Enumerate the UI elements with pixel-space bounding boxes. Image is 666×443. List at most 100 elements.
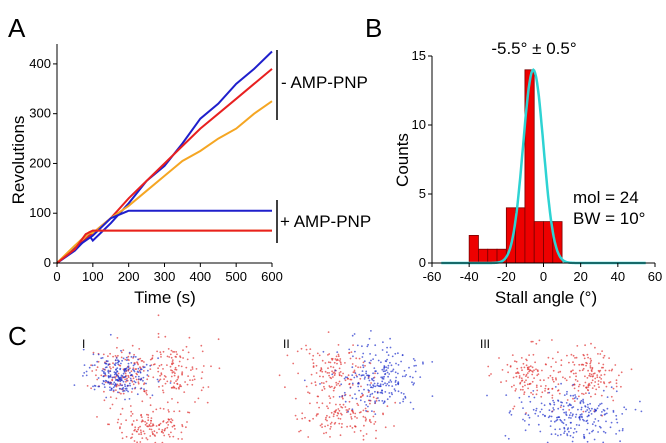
trajectory-point	[393, 425, 395, 427]
trajectory-point	[286, 354, 289, 357]
trajectory-point	[327, 354, 329, 356]
trajectory-point	[139, 425, 142, 428]
trajectory-point	[330, 411, 333, 414]
trajectory-point	[595, 388, 598, 391]
trajectory-point	[328, 395, 331, 397]
trajectory-point	[531, 380, 534, 383]
trajectory-point	[349, 425, 352, 427]
trajectory-point	[356, 417, 358, 419]
trajectory-point	[377, 385, 380, 387]
trajectory-point	[170, 431, 172, 434]
trajectory-point	[96, 416, 98, 418]
trajectory-point	[169, 382, 172, 384]
trajectory-point	[187, 411, 189, 414]
trajectory-point	[571, 440, 574, 443]
trajectory-point	[140, 387, 143, 390]
trajectory-point	[157, 370, 160, 373]
trajectory-point	[114, 355, 117, 357]
trajectory-point	[612, 399, 615, 402]
trajectory-point	[163, 375, 166, 377]
trajectory-point	[113, 381, 116, 384]
trajectory-point	[340, 375, 343, 377]
trajectory-point	[586, 377, 589, 379]
trajectory-point	[598, 376, 601, 379]
trajectory-point	[590, 381, 593, 384]
trajectory-point	[573, 428, 576, 430]
trajectory-point	[136, 373, 139, 376]
trajectory-point	[124, 375, 127, 378]
trajectory-point	[560, 401, 562, 403]
trajectory-point	[508, 411, 511, 414]
trajectory-point	[131, 413, 134, 415]
trajectory-point	[165, 421, 168, 424]
trajectory-point	[393, 388, 396, 390]
trajectory-point	[319, 375, 321, 378]
trajectory-point	[354, 415, 356, 418]
trajectory-point	[366, 383, 369, 386]
trajectory-point	[149, 435, 152, 437]
trajectory-point	[140, 416, 143, 418]
trajectory-point	[296, 350, 299, 353]
trajectory-point	[133, 429, 136, 432]
trajectory-point	[111, 376, 114, 379]
trajectory-point	[160, 372, 163, 375]
trajectory-point	[596, 407, 599, 410]
trajectory-point	[563, 411, 566, 414]
trajectory-point	[284, 386, 286, 389]
trajectory-point	[351, 408, 354, 411]
trajectory-point	[359, 377, 362, 380]
trajectory-point	[369, 395, 371, 398]
trajectory-point	[145, 382, 147, 385]
trajectory-point	[137, 381, 140, 383]
trajectory-point	[134, 381, 137, 384]
trajectory-point	[583, 436, 586, 438]
trajectory-point	[603, 354, 606, 357]
trajectory-point	[312, 362, 315, 365]
trajectory-point	[572, 394, 575, 397]
trajectory-point	[166, 364, 168, 366]
trajectory-point	[362, 374, 365, 376]
trajectory-point	[582, 398, 584, 401]
trajectory-point	[361, 374, 364, 377]
trajectory-point	[551, 339, 553, 341]
trajectory-point	[122, 357, 125, 360]
trajectory-point	[156, 378, 159, 381]
trajectory-point	[174, 428, 176, 430]
trajectory-point	[96, 366, 99, 369]
trajectory-point	[608, 381, 611, 384]
trajectory-point	[368, 389, 370, 392]
trajectory-point	[337, 359, 339, 361]
trajectory-point	[374, 390, 376, 393]
trajectory-point	[581, 363, 584, 366]
trajectory-point	[562, 376, 564, 379]
trajectory-point	[175, 368, 178, 371]
trajectory-point	[195, 368, 198, 370]
trajectory-point	[139, 429, 142, 432]
trajectory-point	[588, 411, 590, 414]
trajectory-point	[623, 406, 626, 409]
trajectory-point	[103, 386, 106, 388]
trajectory-point	[505, 394, 508, 396]
trajectory-point	[572, 413, 574, 416]
trajectory-point	[177, 438, 180, 440]
trajectory-point	[169, 380, 172, 382]
trajectory-point	[385, 369, 388, 372]
trajectory-point	[371, 378, 374, 381]
trajectory-point	[140, 433, 143, 436]
trajectory-point	[362, 409, 365, 412]
trajectory-point	[559, 406, 562, 408]
trajectory-point	[555, 378, 557, 381]
trajectory-point	[402, 393, 405, 395]
trajectory-point	[512, 407, 515, 410]
trajectory-point	[552, 369, 555, 372]
trajectory-point	[535, 384, 538, 387]
trajectory-point	[522, 373, 525, 376]
trajectory-point	[383, 365, 386, 367]
trajectory-point	[580, 399, 583, 402]
trajectory-point	[392, 368, 395, 371]
trajectory-point	[600, 394, 603, 397]
trajectory-point	[594, 381, 597, 383]
trajectory-point	[560, 404, 563, 407]
trajectory-point	[150, 419, 152, 422]
trajectory-point	[389, 379, 392, 382]
